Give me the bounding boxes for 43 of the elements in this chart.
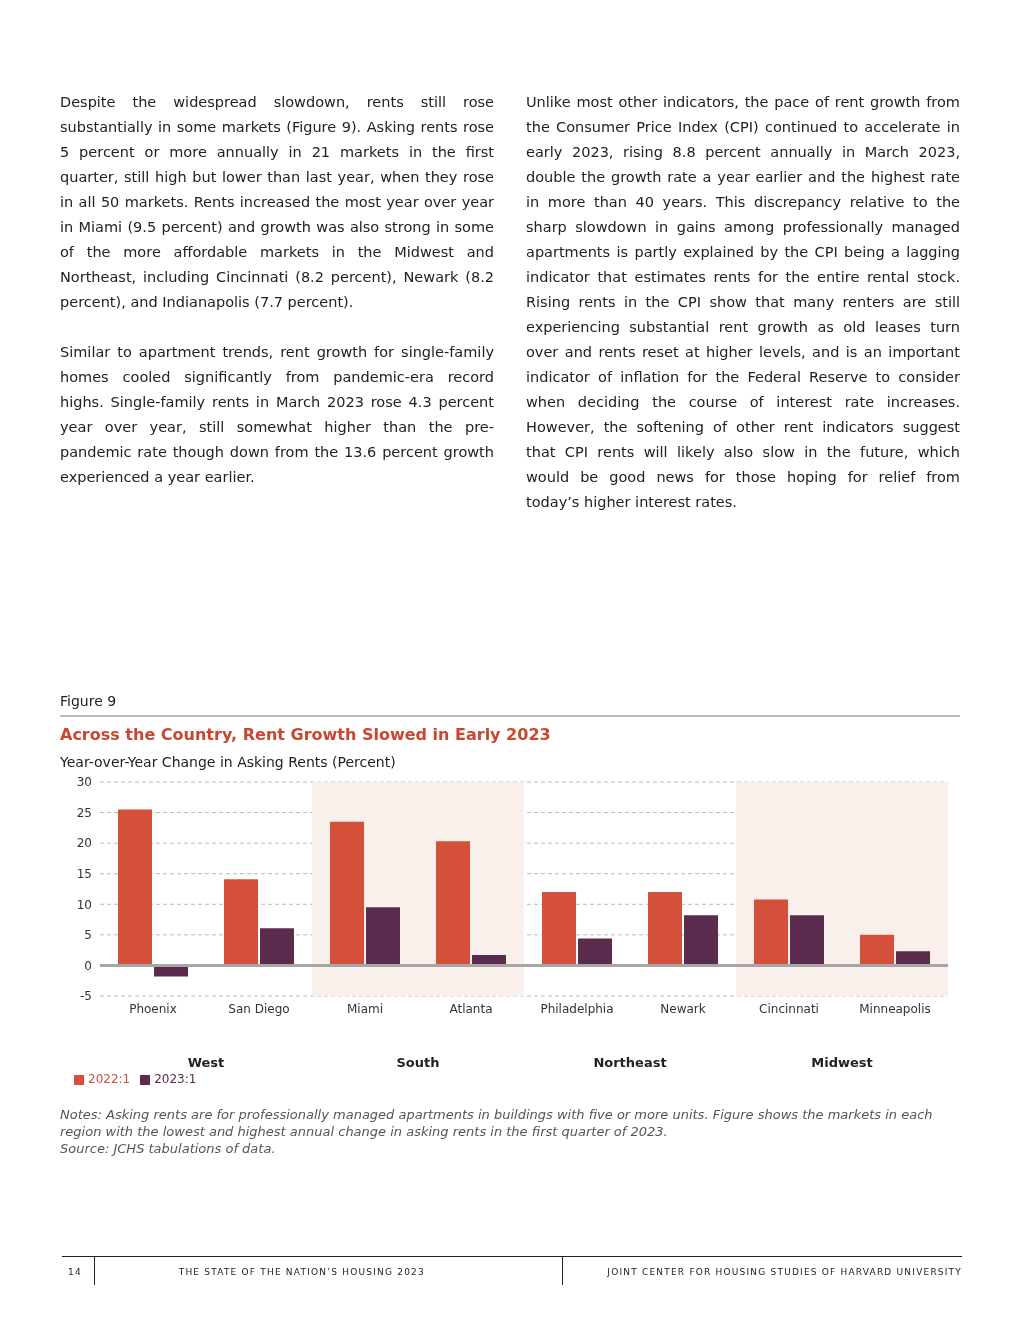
legend-label: 2022:1	[88, 1072, 131, 1086]
bar	[578, 938, 613, 966]
x-tick-label: San Diego	[228, 1001, 290, 1016]
text: Unlike most other indicators, the pace of rent growth from the Consumer Price Index (CPI) continued to accelerate in early 2023, rising 8.8 percent annually in March 2023, double the growth rate a year earlier and the highest rate in more than 40 years. This discrepancy relative to the sharp slowdown in gains among professionally managed apartments is partly explained by the CPI being a lagging indicator that estimates rents for the entire rental stock. Rising rents in the CPI show that many renters are still experiencing substantial rent growth as old leases turn over and rents reset at higher levels, and is an important indicator of inflation for the Federal Reserve to consider when deciding the course of interest rate increases. However, the softening of other rent indicators suggest that CPI rents will likely also slow in the future, which would be good news for those hoping for relief from today’s higher interest rates.	[526, 94, 960, 510]
bar	[260, 928, 295, 966]
bar	[860, 934, 895, 966]
x-tick-label: Philadelphia	[540, 1001, 614, 1016]
x-tick-label: Minneapolis	[859, 1001, 931, 1016]
bar	[366, 907, 401, 966]
y-tick-label: -5	[80, 989, 92, 1004]
bar	[648, 892, 683, 966]
y-tick-label: 0	[84, 958, 92, 973]
text: JOINT CENTER FOR HOUSING STUDIES OF HARVARD UNIVERSITY	[605, 1266, 962, 1279]
bar	[118, 809, 153, 966]
text: Despite the widespread slowdown, rents still rose substantially in some markets (Figure 9). Asking rents rose 5 percent or more annually in 21 markets in the first quarter, still high but lower than last year, when they rose in all 50 markets. Rents increased the most year over year in Miami (9.5 percent) and growth was also strong in some of the more affordable markets in the Midwest and Northeast, including Cincinnati (8.2 percent), Newark (8.2 percent), and Indianapolis (7.7 percent).	[60, 94, 494, 310]
source-note: Source: JCHS tabulations of data.	[60, 1140, 277, 1157]
region-labels: West South Northeast Midwest	[186, 1055, 874, 1070]
y-tick-label: 10	[76, 897, 92, 912]
y-tick-label: 15	[76, 866, 92, 881]
bar	[542, 892, 577, 966]
chart-title: Across the Country, Rent Growth Slowed in Early 2023	[60, 725, 552, 744]
bar	[684, 915, 719, 966]
x-tick-label: Atlanta	[449, 1001, 493, 1016]
y-tick-label: 20	[76, 836, 92, 851]
bar	[224, 879, 259, 966]
y-axis-title: Year-over-Year Change in Asking Rents (Percent)	[60, 754, 397, 770]
text: Similar to apartment trends, rent growth for single-family homes cooled significantly from pandemic-era record highs. Single-family rents in March 2023 rose 4.3 percent year over year, still somewhat higher than the pre-pandemic rate though down from the 13.6 percent growth experienced a year earlier.	[60, 343, 494, 487]
text: Notes: Asking rents are for professionally managed apartments in buildings with five or more units. Figure shows the markets in each region with the lowest and highest annual change in asking rents in the first quarter of 2023.	[60, 1106, 934, 1140]
bar	[436, 841, 471, 966]
legend-label: 2023:1	[154, 1072, 197, 1086]
x-tick-label: Cincinnati	[759, 1001, 819, 1016]
x-tick-label: Newark	[660, 1001, 706, 1016]
x-tick-label: Miami	[346, 1001, 384, 1016]
y-tick-label: 30	[76, 775, 92, 790]
bar	[754, 899, 789, 966]
bar	[330, 821, 365, 966]
text: 14	[62, 1257, 95, 1285]
caption: Figure 9	[60, 693, 960, 717]
bar	[790, 915, 825, 966]
text: THE STATE OF THE NATION’S HOUSING 2023	[94, 1257, 564, 1285]
x-tick-label: Phoenix	[129, 1001, 177, 1016]
y-tick-label: 25	[76, 805, 92, 820]
y-tick-label: 5	[84, 928, 92, 943]
